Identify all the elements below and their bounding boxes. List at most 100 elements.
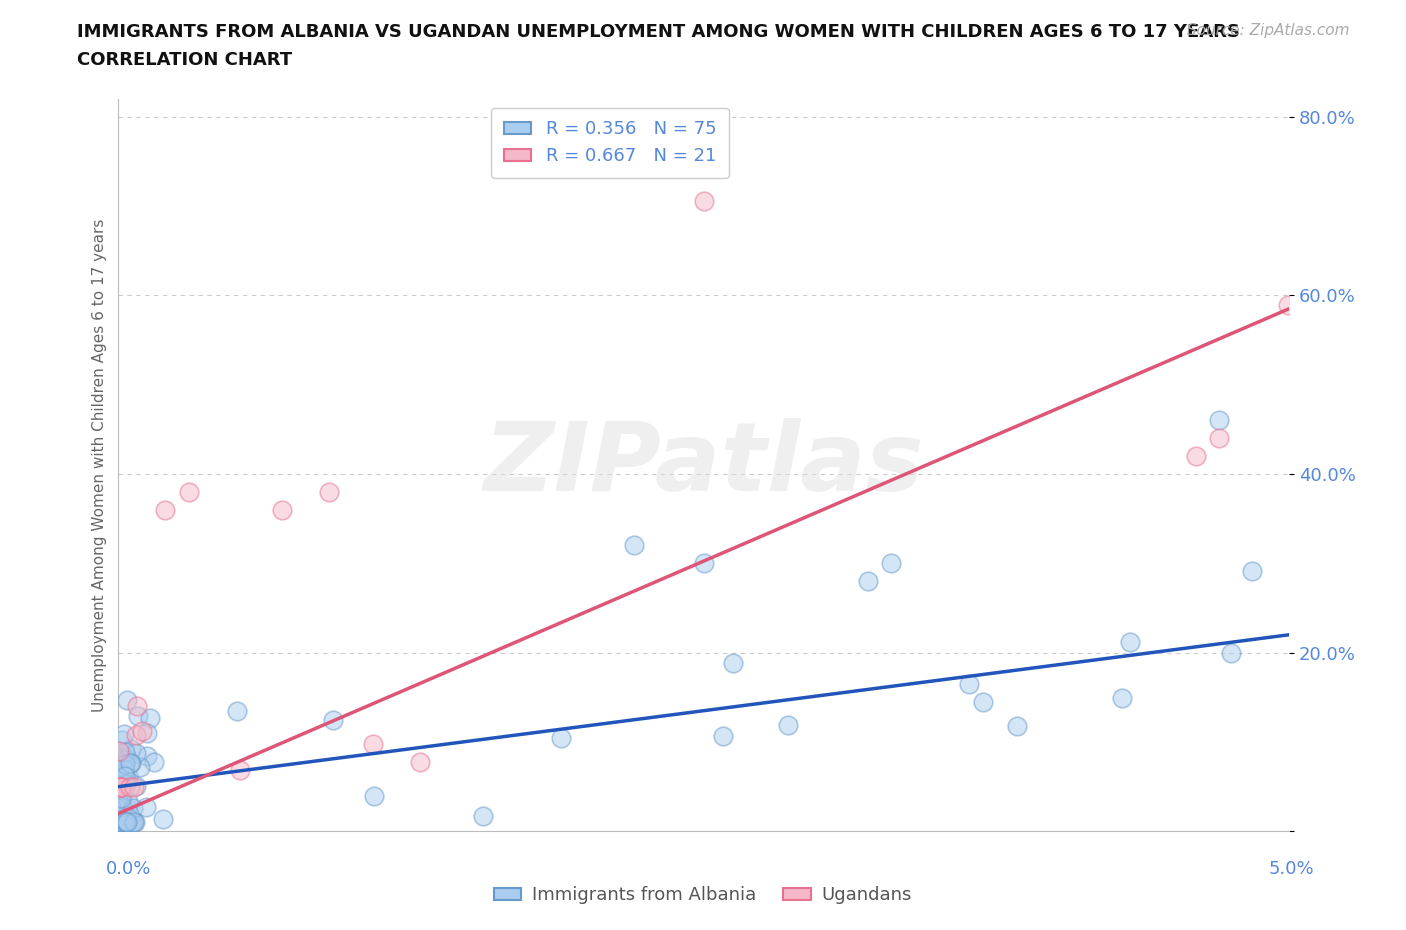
Point (114, 768, 136, 783)
Point (1241, 564, 1264, 578)
Point (856, 574, 879, 589)
Point (114, 777, 136, 791)
Point (117, 793, 139, 808)
Point (108, 815, 131, 830)
Point (1208, 413, 1230, 428)
Point (120, 742, 142, 757)
Point (110, 804, 132, 818)
Point (155, 502, 177, 517)
Point (322, 712, 344, 727)
Point (114, 757, 136, 772)
Point (110, 779, 132, 794)
Point (776, 718, 799, 733)
Point (550, 731, 572, 746)
Point (112, 766, 135, 781)
Point (125, 727, 148, 742)
Point (107, 784, 129, 799)
Point (128, 760, 150, 775)
Point (111, 749, 134, 764)
Point (112, 763, 135, 777)
Point (114, 815, 136, 830)
Point (121, 815, 143, 830)
Point (122, 815, 145, 830)
Point (127, 709, 149, 724)
Text: 0.0%: 0.0% (105, 860, 150, 878)
Point (472, 809, 495, 824)
Point (122, 815, 145, 830)
Text: IMMIGRANTS FROM ALBANIA VS UGANDAN UNEMPLOYMENT AMONG WOMEN WITH CHILDREN AGES 6: IMMIGRANTS FROM ALBANIA VS UGANDAN UNEMP… (77, 23, 1240, 41)
Point (125, 778, 148, 793)
Text: ZIPatlas: ZIPatlas (484, 418, 924, 512)
Point (115, 808, 138, 823)
Point (318, 485, 340, 499)
Point (229, 763, 252, 777)
Point (118, 811, 141, 826)
Point (114, 815, 136, 830)
Point (110, 779, 132, 794)
Point (112, 762, 135, 777)
Point (114, 813, 136, 828)
Point (110, 815, 132, 830)
Point (124, 746, 146, 761)
Point (1220, 645, 1243, 660)
Point (115, 815, 138, 830)
Point (115, 815, 138, 830)
Point (152, 812, 174, 827)
Point (110, 795, 132, 810)
Point (713, 728, 735, 743)
Point (363, 789, 385, 804)
Point (1208, 431, 1230, 445)
Point (142, 754, 165, 769)
Point (108, 815, 131, 830)
Point (135, 725, 157, 740)
Point (111, 732, 134, 747)
Point (124, 815, 146, 830)
Point (361, 737, 384, 751)
Point (693, 194, 716, 209)
Text: CORRELATION CHART: CORRELATION CHART (77, 51, 292, 69)
Point (108, 802, 131, 817)
Point (110, 790, 132, 805)
Point (693, 556, 716, 571)
Point (623, 538, 645, 552)
Point (880, 556, 903, 571)
Point (135, 749, 157, 764)
Point (1277, 298, 1299, 312)
Point (112, 776, 135, 790)
Point (122, 779, 145, 794)
Point (120, 756, 142, 771)
Point (114, 745, 136, 760)
Point (115, 815, 138, 830)
Point (139, 711, 162, 726)
Point (135, 799, 157, 814)
Point (1111, 691, 1133, 706)
Point (120, 756, 142, 771)
Point (131, 724, 153, 738)
Point (114, 751, 136, 765)
Point (110, 779, 132, 794)
Point (111, 800, 134, 815)
Point (117, 801, 139, 816)
Point (271, 502, 294, 517)
Point (117, 769, 139, 784)
Point (112, 727, 135, 742)
Point (111, 815, 134, 830)
Legend: Immigrants from Albania, Ugandans: Immigrants from Albania, Ugandans (486, 879, 920, 911)
Text: Source: ZipAtlas.com: Source: ZipAtlas.com (1187, 23, 1350, 38)
Text: 5.0%: 5.0% (1270, 860, 1315, 878)
Point (122, 801, 145, 816)
Point (957, 677, 980, 692)
Y-axis label: Unemployment Among Women with Children Ages 6 to 17 years: Unemployment Among Women with Children A… (93, 219, 107, 711)
Point (1118, 635, 1140, 650)
Legend: R = 0.356   N = 75, R = 0.667   N = 21: R = 0.356 N = 75, R = 0.667 N = 21 (492, 108, 728, 178)
Point (110, 779, 132, 794)
Point (721, 655, 744, 670)
Point (108, 768, 131, 783)
Point (114, 753, 136, 768)
Point (127, 699, 149, 714)
Point (226, 703, 249, 718)
Point (409, 754, 432, 769)
Point (115, 693, 138, 708)
Point (1184, 448, 1206, 463)
Point (115, 751, 138, 765)
